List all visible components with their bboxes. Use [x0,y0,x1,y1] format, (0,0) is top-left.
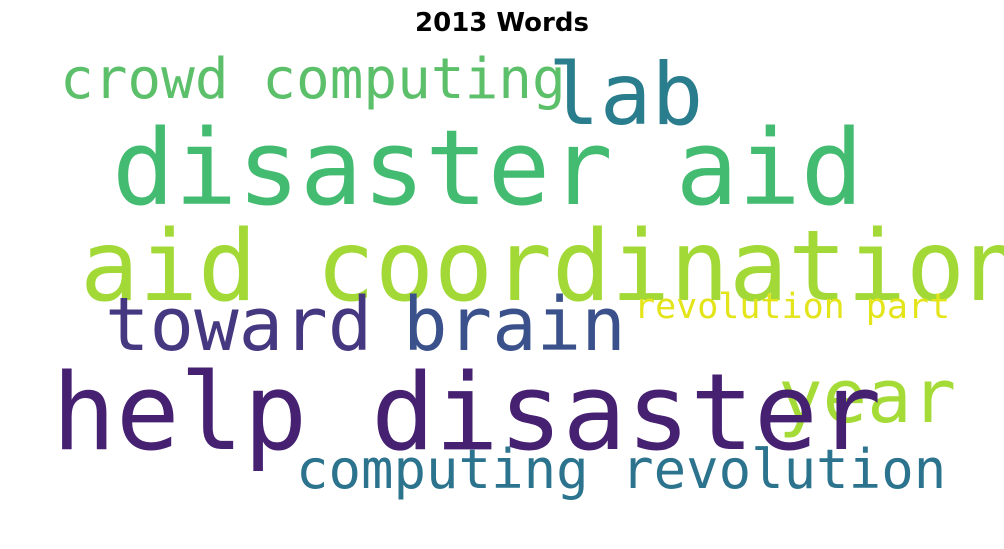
word-brain: brain [403,282,626,368]
word-computing-revolution: computing revolution [296,438,947,501]
word-help-disaster: help disaster [52,351,882,474]
word-revolution-part: revolution part [634,287,951,327]
word-disaster-aid: disaster aid [112,107,864,229]
word-year: year [778,354,957,440]
word-crowd-computing: crowd computing [60,47,566,112]
word-aid-coordination: aid coordination [80,210,1004,324]
word-toward: toward [105,282,373,368]
page-title: 2013 Words [415,8,589,38]
word-lab: lab [548,45,704,145]
